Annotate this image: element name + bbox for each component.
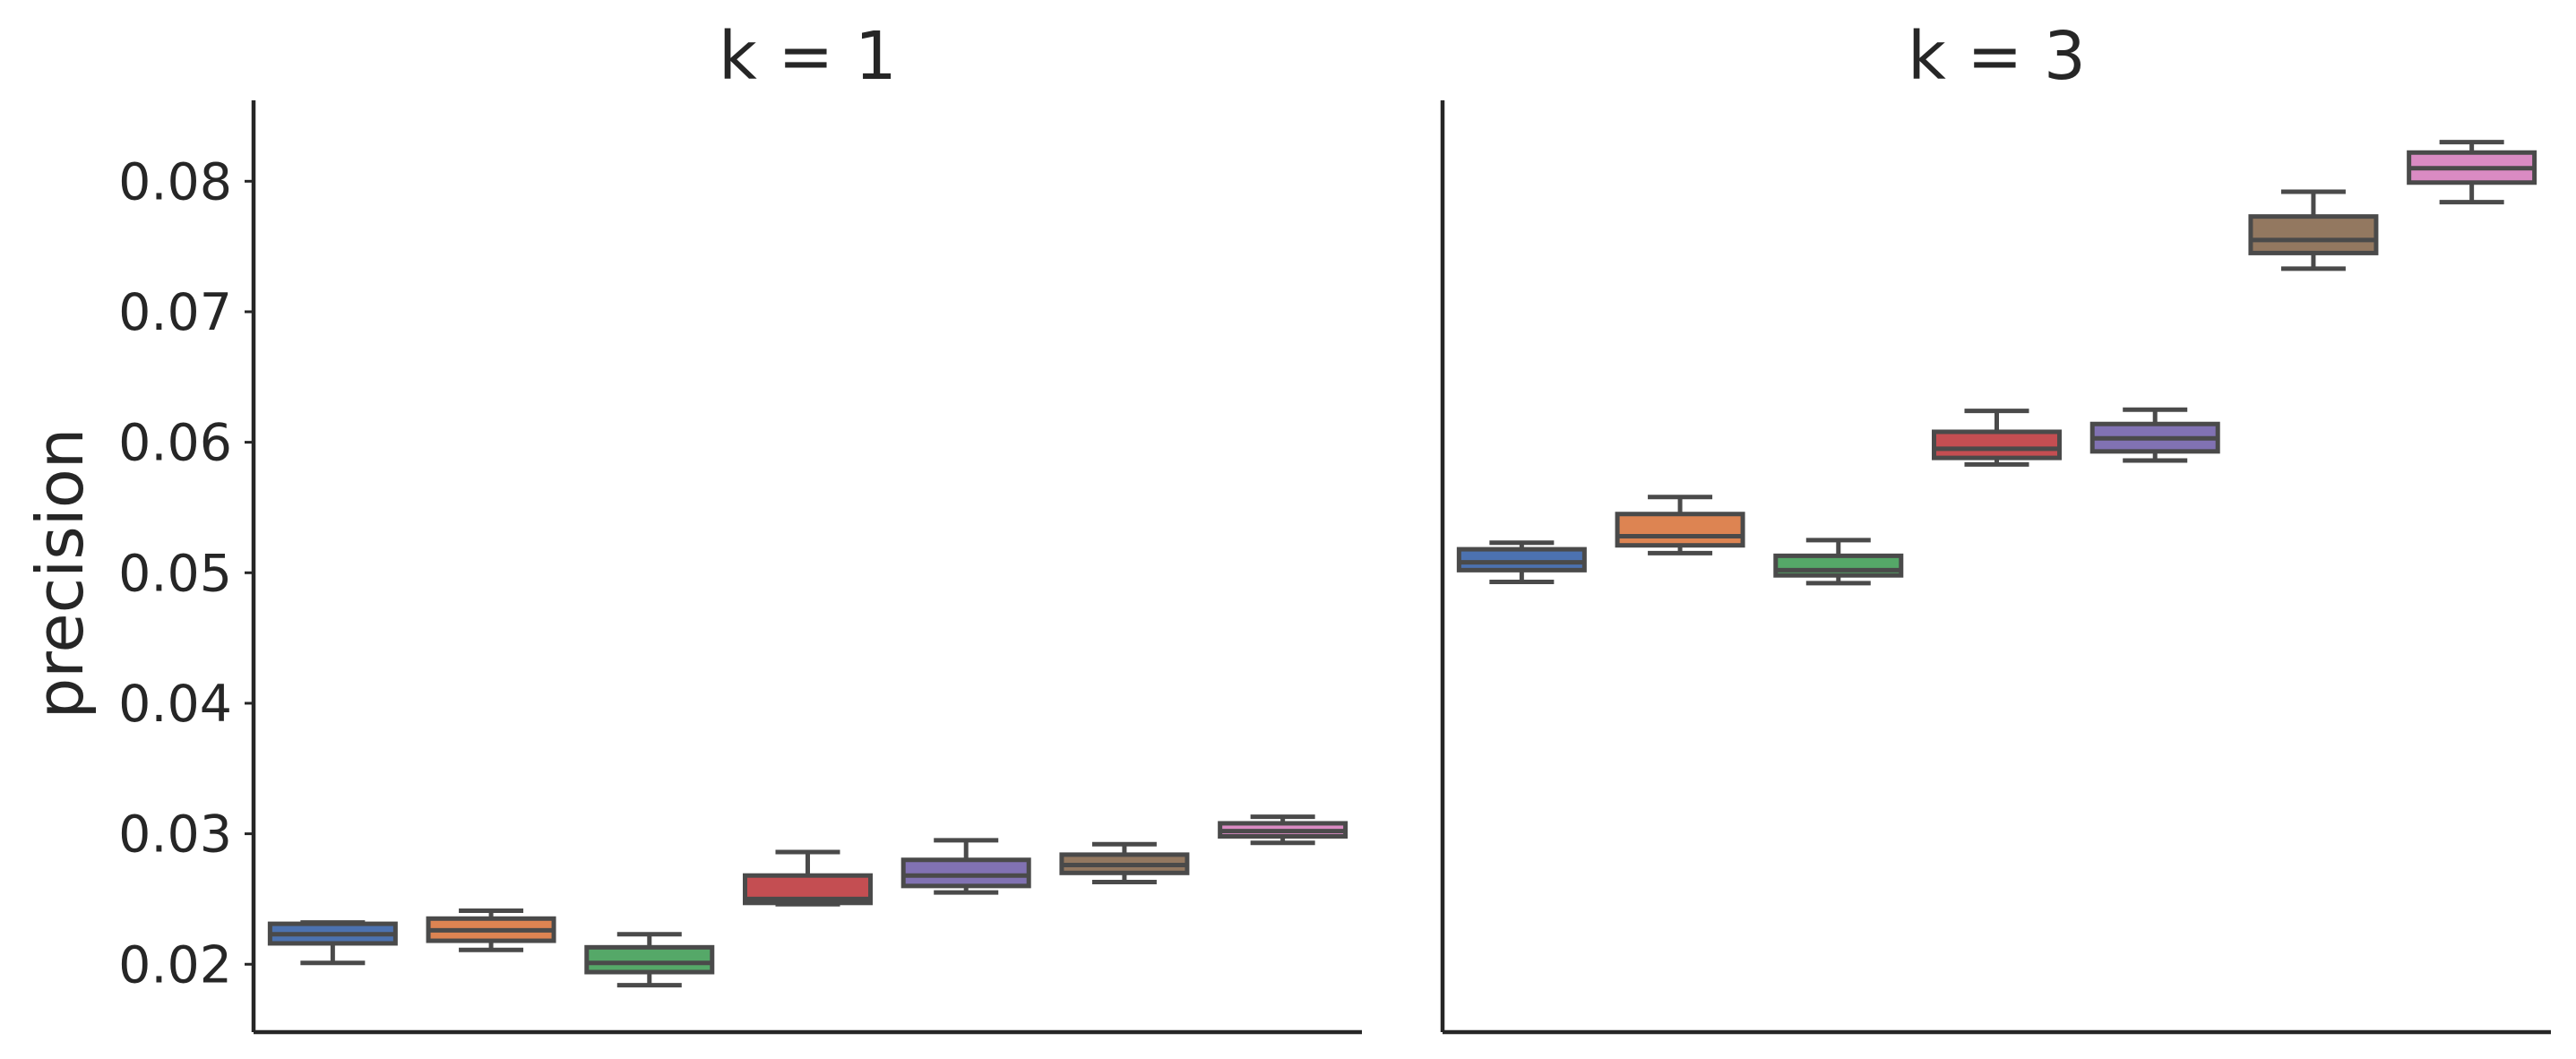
chart-panels: k = 1 0.02 0.03 0.04 0.05 0.06 0.07 0.08 k = 3 [118,18,2551,1035]
y-tick-label: 0.05 [118,544,232,603]
iqr-box [1773,553,1904,578]
box-5 [900,838,1031,895]
iqr-box [1615,512,1745,548]
box-3 [584,932,715,988]
y-tick-label: 0.03 [118,805,232,865]
panel-2: k = 3 [1440,18,2551,1035]
box-2 [1615,495,1745,555]
box-7 [1218,814,1348,846]
panel-title: k = 1 [719,18,897,95]
y-tick-label: 0.02 [118,935,232,994]
box-6 [2248,189,2379,271]
box-1 [267,920,398,966]
panel-1: k = 1 0.02 0.03 0.04 0.05 0.06 0.07 0.08 [118,18,1362,1035]
box-4 [1932,409,2062,467]
y-tick-label: 0.07 [118,283,232,342]
box-7 [2407,140,2537,205]
y-tick-label: 0.06 [118,414,232,473]
iqr-box [900,857,1031,889]
box-3 [1773,538,1904,586]
box-4 [743,849,873,907]
box-2 [426,908,556,952]
box-1 [1456,540,1587,584]
box-5 [2089,407,2220,463]
box-6 [1059,841,1190,884]
y-axis-title: precision [22,428,98,719]
iqr-box [2248,214,2379,255]
iqr-box [584,944,715,975]
iqr-box [1456,547,1587,573]
iqr-box [1932,429,2062,461]
y-tick-label: 0.08 [118,152,232,211]
y-tick-label: 0.04 [118,675,232,734]
panel-title: k = 3 [1908,18,2086,95]
